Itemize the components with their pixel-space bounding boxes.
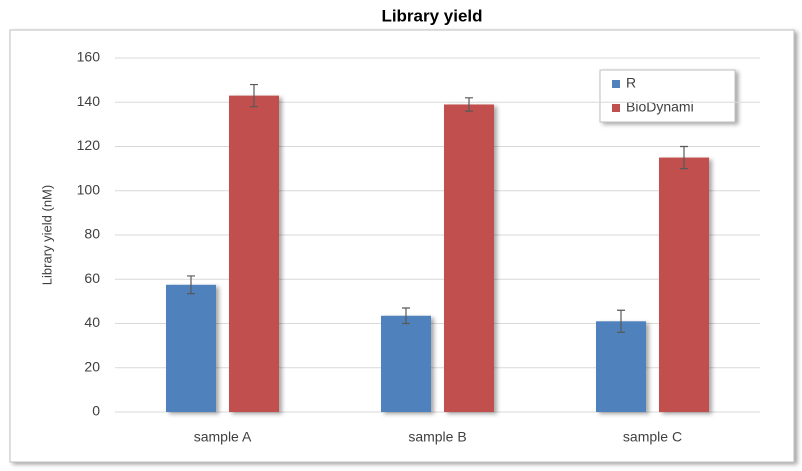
y-tick-label: 20 xyxy=(84,358,100,374)
y-tick-label: 120 xyxy=(77,137,101,153)
error-bar xyxy=(680,145,688,170)
chart-title: Library yield xyxy=(381,6,482,25)
legend-label: BioDynami xyxy=(626,99,694,115)
error-bar xyxy=(617,309,625,333)
y-tick-label: 0 xyxy=(92,403,100,419)
y-tick-label: 160 xyxy=(77,49,101,65)
y-tick-label: 100 xyxy=(77,181,101,197)
bar xyxy=(229,95,279,413)
y-tick-label: 140 xyxy=(77,93,101,109)
legend-swatch xyxy=(612,80,620,88)
bar xyxy=(444,104,494,413)
error-bar xyxy=(187,275,195,295)
y-tick-label: 80 xyxy=(84,226,100,242)
error-bar xyxy=(250,83,258,108)
error-bar xyxy=(465,97,473,112)
bar xyxy=(166,284,216,412)
legend-box xyxy=(599,69,736,123)
x-tick-label: sample B xyxy=(408,429,466,445)
x-tick-label: sample C xyxy=(623,429,682,445)
y-tick-label: 40 xyxy=(84,314,100,330)
bar xyxy=(659,157,709,412)
y-axis-label: Library yield (nM) xyxy=(39,185,54,285)
legend-swatch xyxy=(612,104,620,112)
y-tick-label: 60 xyxy=(84,270,100,286)
x-tick-label: sample A xyxy=(194,429,252,445)
error-bar xyxy=(402,307,410,325)
bar xyxy=(596,321,646,412)
legend: R BioDynami xyxy=(599,69,736,123)
legend-label: R xyxy=(626,75,636,91)
bar xyxy=(381,315,431,412)
